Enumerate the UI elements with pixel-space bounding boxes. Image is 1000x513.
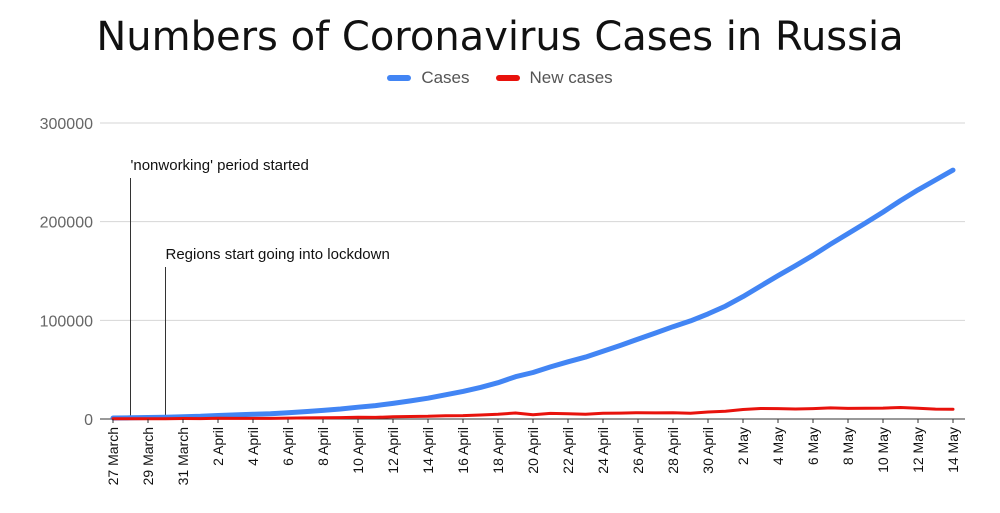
x-tick-label: 22 April — [560, 427, 576, 474]
x-tick-label: 26 April — [630, 427, 646, 474]
x-tick-label: 6 May — [805, 427, 821, 465]
x-tick-label: 4 April — [245, 427, 261, 466]
x-tick-label: 27 March — [105, 427, 121, 485]
y-tick-label: 100000 — [40, 313, 93, 330]
chart-title: Numbers of Coronavirus Cases in Russia — [96, 14, 904, 60]
annotation-label: 'nonworking' period started — [131, 157, 309, 174]
x-tick-label: 12 April — [385, 427, 401, 474]
x-tick-label: 31 March — [175, 427, 191, 485]
y-tick-label: 200000 — [40, 215, 93, 232]
series-line-new-cases — [111, 406, 955, 421]
x-tick-label: 16 April — [455, 427, 471, 474]
legend: Cases New cases — [0, 68, 1000, 88]
legend-item-cases: Cases — [387, 68, 470, 88]
legend-swatch-new-cases — [495, 75, 520, 81]
x-tick-label: 8 May — [840, 427, 856, 465]
x-tick-label: 18 April — [490, 427, 506, 474]
legend-label-new-cases: New cases — [529, 68, 613, 87]
x-tick-label: 29 March — [140, 427, 156, 485]
x-tick-label: 12 May — [910, 427, 926, 473]
legend-swatch-cases — [387, 75, 412, 81]
x-tick-label: 2 May — [735, 427, 751, 465]
x-tick-label: 10 May — [875, 427, 891, 473]
x-tick-label: 4 May — [770, 427, 786, 465]
y-tick-label: 0 — [84, 412, 93, 429]
x-tick-label: 24 April — [595, 427, 611, 474]
x-tick-label: 2 April — [210, 427, 226, 466]
annotation-label: Regions start going into lockdown — [166, 246, 390, 263]
x-tick-label: 6 April — [280, 427, 296, 466]
x-tick-label: 30 April — [700, 427, 716, 474]
x-tick-label: 28 April — [665, 427, 681, 474]
x-tick-label: 10 April — [350, 427, 366, 474]
legend-item-new-cases: New cases — [495, 68, 613, 88]
legend-label-cases: Cases — [421, 68, 470, 87]
x-tick-label: 14 April — [420, 427, 436, 474]
series-line-cases — [110, 167, 956, 421]
x-tick-label: 8 April — [315, 427, 331, 466]
y-tick-label: 300000 — [40, 116, 93, 133]
x-tick-label: 14 May — [945, 427, 961, 473]
x-tick-label: 20 April — [525, 427, 541, 474]
